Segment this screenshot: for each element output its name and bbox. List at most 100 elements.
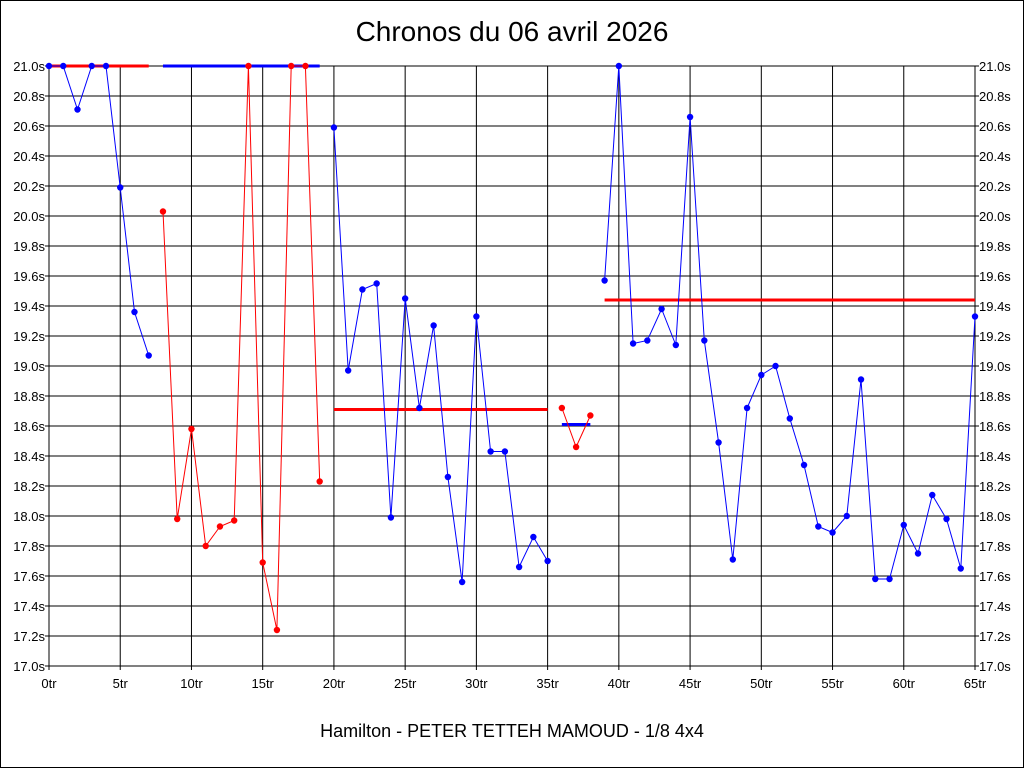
- data-point: [786, 415, 793, 422]
- y-tick-label-right: 18.0s: [979, 509, 1011, 524]
- series-line: [162, 65, 321, 631]
- y-tick-label-left: 21.0s: [13, 59, 45, 74]
- y-tick-label-left: 17.0s: [13, 659, 45, 674]
- y-tick-label-right: 18.2s: [979, 479, 1011, 494]
- data-point: [857, 376, 865, 383]
- data-point: [686, 113, 694, 121]
- data-point: [800, 461, 808, 469]
- y-tick-label-right: 17.8s: [979, 539, 1011, 554]
- x-tick-label: 65tr: [964, 676, 987, 691]
- data-point: [914, 550, 922, 557]
- y-tick-label-right: 19.4s: [979, 299, 1011, 314]
- y-tick-label-right: 19.0s: [979, 359, 1011, 374]
- data-point: [530, 533, 537, 541]
- data-point: [45, 62, 53, 70]
- y-tick-label-left: 19.6s: [13, 269, 45, 284]
- data-point: [672, 341, 680, 349]
- y-tick-label-right: 20.8s: [979, 89, 1011, 104]
- data-point: [558, 404, 566, 412]
- data-point: [615, 62, 623, 70]
- x-tick-label: 45tr: [679, 676, 702, 691]
- y-tick-label-left: 19.4s: [13, 299, 45, 314]
- data-point: [758, 371, 765, 379]
- chart-subtitle: Hamilton - PETER TETTEH MAMOUD - 1/8 4x4: [320, 721, 704, 741]
- y-tick-label-left: 20.6s: [13, 119, 45, 134]
- data-point: [501, 448, 509, 455]
- y-tick-label-left: 17.6s: [13, 569, 45, 584]
- y-tick-label-right: 19.2s: [979, 329, 1011, 344]
- y-tick-label-left: 18.2s: [13, 479, 45, 494]
- data-point: [344, 367, 352, 374]
- data-point: [843, 512, 850, 520]
- data-point: [601, 277, 608, 284]
- y-tick-label-right: 18.8s: [979, 389, 1011, 404]
- data-point: [60, 62, 67, 70]
- data-point: [231, 517, 238, 524]
- x-tick-label: 30tr: [465, 676, 488, 691]
- y-tick-label-right: 20.0s: [979, 209, 1011, 224]
- y-tick-label-left: 18.8s: [13, 389, 45, 404]
- y-tick-label-right: 20.4s: [979, 149, 1011, 164]
- y-tick-label-right: 19.6s: [979, 269, 1011, 284]
- data-point: [74, 106, 81, 113]
- y-tick-label-left: 17.2s: [13, 629, 45, 644]
- series-line: [561, 407, 591, 449]
- x-tick-label: 55tr: [821, 676, 844, 691]
- data-point: [330, 124, 338, 131]
- data-point: [544, 557, 551, 565]
- y-tick-label-right: 18.6s: [979, 419, 1011, 434]
- y-tick-label-left: 20.4s: [13, 149, 45, 164]
- y-tick-label-left: 17.8s: [13, 539, 45, 554]
- data-point: [444, 473, 452, 481]
- data-point: [316, 478, 323, 485]
- data-point: [515, 563, 523, 571]
- data-point: [701, 337, 708, 344]
- data-point: [772, 362, 779, 370]
- series-line: [333, 127, 549, 583]
- data-point: [929, 491, 936, 499]
- data-point: [815, 523, 822, 530]
- data-point: [487, 448, 494, 455]
- data-point: [872, 575, 879, 583]
- data-point: [473, 313, 480, 320]
- data-point: [430, 322, 437, 329]
- data-point: [458, 578, 466, 586]
- data-point: [729, 556, 737, 563]
- y-tick-label-left: 20.2s: [13, 179, 45, 194]
- x-tick-label: 35tr: [536, 676, 559, 691]
- y-tick-label-right: 20.2s: [979, 179, 1011, 194]
- data-point: [971, 313, 979, 320]
- data-point: [117, 184, 124, 191]
- data-point: [188, 425, 195, 433]
- y-tick-label-right: 20.6s: [979, 119, 1011, 134]
- x-tick-label: 50tr: [750, 676, 773, 691]
- y-tick-label-left: 20.8s: [13, 89, 45, 104]
- data-point: [587, 412, 594, 419]
- y-tick-label-right: 17.6s: [979, 569, 1011, 584]
- data-point: [401, 295, 409, 302]
- x-tick-label: 60tr: [893, 676, 916, 691]
- data-point: [259, 559, 266, 566]
- y-tick-label-right: 17.4s: [979, 599, 1011, 614]
- data-point: [387, 514, 395, 521]
- y-tick-label-right: 21.0s: [979, 59, 1011, 74]
- y-tick-label-left: 18.0s: [13, 509, 45, 524]
- y-tick-label-left: 18.4s: [13, 449, 45, 464]
- y-tick-label-left: 20.0s: [13, 209, 45, 224]
- data-point: [131, 308, 138, 316]
- data-point: [743, 404, 751, 412]
- x-tick-label: 40tr: [608, 676, 631, 691]
- data-point: [572, 443, 580, 451]
- x-tick-label: 10tr: [180, 676, 203, 691]
- data-point: [715, 439, 722, 446]
- data-point: [957, 565, 964, 572]
- x-tick-label: 25tr: [394, 676, 417, 691]
- y-tick-label-left: 19.2s: [13, 329, 45, 344]
- y-tick-label-right: 17.2s: [979, 629, 1011, 644]
- data-point: [829, 529, 836, 536]
- data-point: [658, 305, 665, 313]
- data-point: [88, 62, 95, 70]
- data-point: [416, 404, 423, 412]
- data-point: [629, 340, 637, 347]
